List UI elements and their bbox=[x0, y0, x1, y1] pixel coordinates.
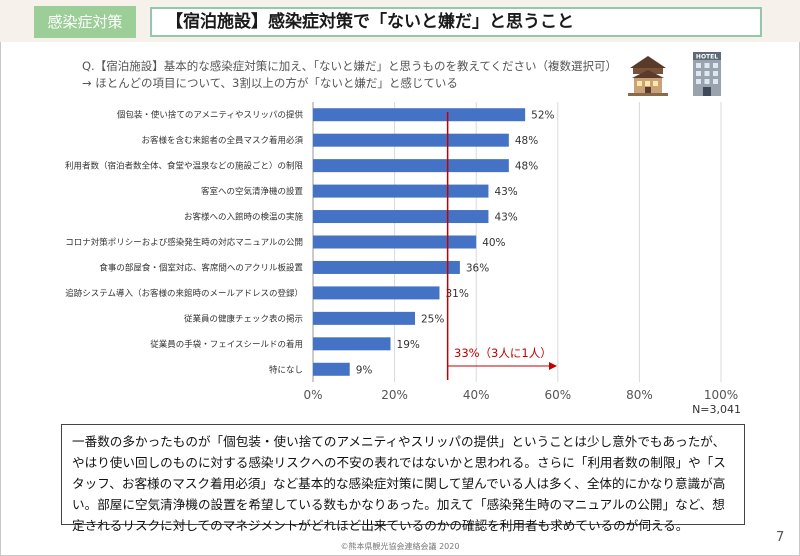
question-text: Q.【宿泊施設】基本的な感染症対策に加え、「ないと嫌だ」と思うものを教えてくださ… bbox=[82, 59, 618, 73]
value-label: 43% bbox=[494, 186, 517, 198]
bar-chart: 個包装・使い捨てのアメニティやスリッパの提供お客様を含む来館者の全員マスク着用必… bbox=[65, 102, 741, 416]
bar bbox=[313, 184, 489, 198]
hotel-sign: HOTEL bbox=[696, 54, 718, 61]
category-label: 追跡システム導入（お客様の来館時のメールアドレスの登録） bbox=[65, 288, 303, 299]
chart-bars bbox=[313, 108, 526, 376]
bar bbox=[313, 286, 440, 300]
bar bbox=[313, 108, 526, 122]
value-label: 36% bbox=[466, 262, 489, 274]
reference-group: 33%（3人に1人） bbox=[446, 112, 557, 380]
x-tick-label: 60% bbox=[544, 388, 571, 402]
chart-x-tick-labels: 0% 20% 40% 60% 80% 100% bbox=[303, 388, 738, 402]
category-label: 従業員の健康チェック表の掲示 bbox=[184, 313, 303, 324]
value-label: 40% bbox=[482, 237, 505, 249]
reference-arrowhead bbox=[549, 362, 557, 370]
x-tick-label: 0% bbox=[303, 388, 322, 402]
category-label: 客室への空気清浄機の設置 bbox=[201, 186, 304, 197]
category-label: お客様への入館時の検温の実施 bbox=[184, 212, 304, 223]
category-label: 特になし bbox=[269, 364, 303, 375]
bar bbox=[313, 210, 489, 224]
header-bar: 感染症対策 【宿泊施設】感染症対策で「ないと嫌だ」と思うこと bbox=[0, 0, 800, 42]
category-label: 従業員の手袋・フェイスシールドの着用 bbox=[150, 339, 303, 350]
value-label: 31% bbox=[445, 288, 468, 300]
chart-category-labels: 個包装・使い捨てのアメニティやスリッパの提供お客様を含む来館者の全員マスク着用必… bbox=[65, 110, 304, 376]
slide-title: 【宿泊施設】感染症対策で「ないと嫌だ」と思うこと bbox=[150, 7, 762, 37]
value-label: 48% bbox=[515, 135, 538, 147]
bar bbox=[313, 362, 350, 376]
reference-label: 33%（3人に1人） bbox=[454, 346, 552, 360]
category-label: コロナ対策ポリシーおよび感染発生時の対応マニュアルの公開 bbox=[65, 237, 303, 248]
x-tick-label: 100% bbox=[704, 388, 738, 402]
value-label: 25% bbox=[421, 313, 444, 325]
footer-copyright: ©熊本県観光協会連絡会議 2020 bbox=[340, 542, 460, 551]
value-label: 43% bbox=[494, 212, 517, 224]
category-label: 利用者数（宿泊者数全体、食堂や温泉などの施設ごと）の制限 bbox=[65, 161, 304, 172]
bar bbox=[313, 311, 415, 325]
summary-box: 一番数の多かったものが「個包装・使い捨てのアメニティやスリッパの提供」ということ… bbox=[61, 424, 745, 533]
x-tick-label: 20% bbox=[381, 388, 408, 402]
sample-size-label: N=3,041 bbox=[692, 403, 741, 416]
section-tag: 感染症対策 bbox=[34, 6, 136, 38]
chart-value-labels: 52% 48% 48% 43% 43% 40% 36% 31% 25% 19% 9% bbox=[356, 110, 555, 377]
value-label: 52% bbox=[531, 110, 554, 122]
value-label: 9% bbox=[356, 364, 373, 376]
value-label: 48% bbox=[515, 161, 538, 173]
value-label: 19% bbox=[397, 339, 420, 351]
bar bbox=[313, 235, 477, 249]
bar bbox=[313, 260, 460, 274]
bar bbox=[313, 159, 509, 173]
hotel-icon: HOTEL bbox=[690, 52, 724, 100]
ryokan-icon bbox=[628, 52, 668, 100]
x-tick-label: 40% bbox=[463, 388, 490, 402]
category-label: お客様を含む来館者の全員マスク着用必須 bbox=[141, 135, 303, 146]
page-number: 7 bbox=[776, 530, 785, 545]
x-tick-label: 80% bbox=[626, 388, 653, 402]
category-label: 食事の部屋食・個室対応、客席間へのアクリル板設置 bbox=[99, 262, 303, 273]
category-label: 個包装・使い捨てのアメニティやスリッパの提供 bbox=[117, 110, 304, 121]
bar bbox=[313, 133, 509, 147]
bar bbox=[313, 337, 391, 351]
finding-note: → ほとんどの項目について、3割以上の方が「ないと嫌だ」と感じている bbox=[82, 76, 458, 90]
